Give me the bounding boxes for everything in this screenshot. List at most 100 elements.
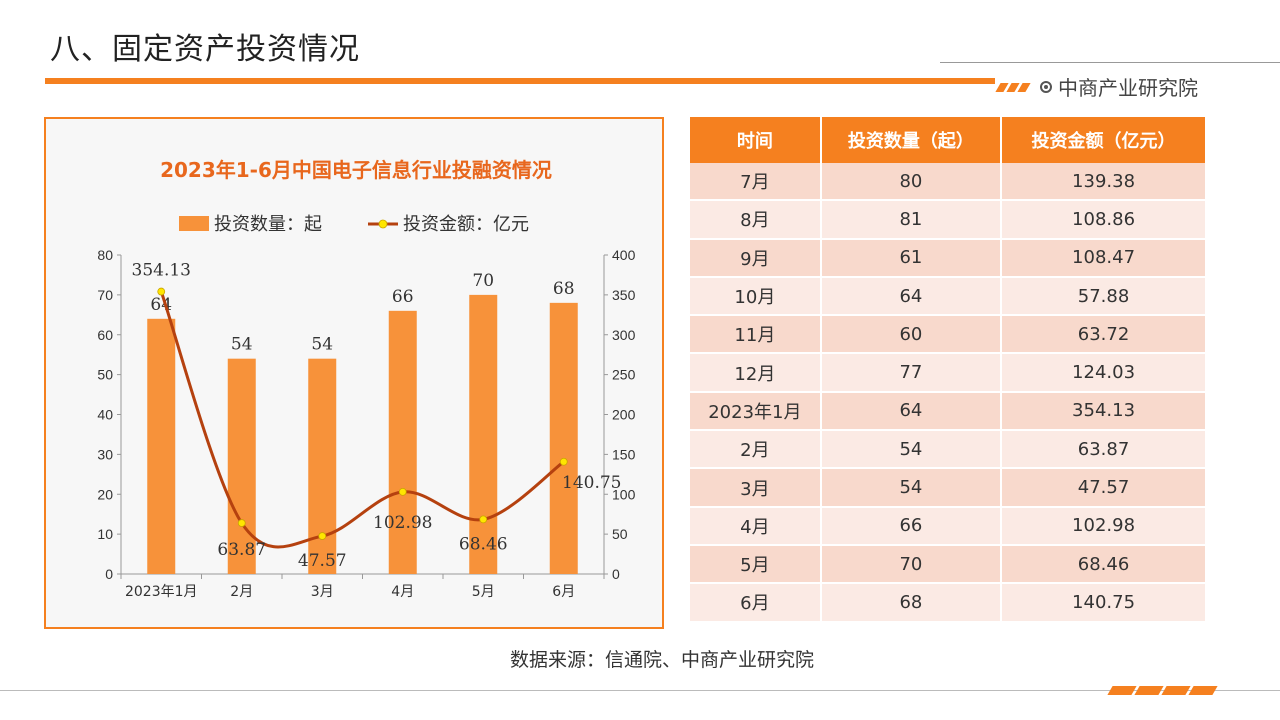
table-row: 10月 64 57.88 xyxy=(690,276,1205,317)
table-cell: 68.46 xyxy=(1001,544,1205,585)
table-row: 12月 77 124.03 xyxy=(690,353,1205,393)
table-cell: 139.38 xyxy=(1001,163,1205,202)
title-stripes xyxy=(995,77,1031,96)
target-circle-icon xyxy=(1040,80,1052,93)
brand: 中商产业研究院 xyxy=(1040,72,1198,101)
table-header: 投资数量（起） xyxy=(820,117,1003,163)
table-cell: 8月 xyxy=(690,200,822,240)
title-rule-thin xyxy=(940,62,1280,63)
line-marker xyxy=(398,487,407,496)
table-cell: 3月 xyxy=(690,468,822,508)
chart-panel: 2023年1-6月中国电子信息行业投融资情况投资数量：起 投资金额：亿元 0 10 20… xyxy=(44,117,664,629)
line-marker xyxy=(318,532,327,540)
y-left-tick-label: 70 xyxy=(97,287,113,303)
table-row: 9月 61 108.47 xyxy=(690,238,1205,278)
y-left-tick-label: 40 xyxy=(97,407,113,423)
bar xyxy=(308,358,337,574)
legend-bar-swatch xyxy=(179,216,209,231)
x-tick-label: 3月 xyxy=(311,584,334,600)
bar-data-label: 54 xyxy=(231,335,253,355)
table-row: 6月 68 140.75 xyxy=(690,583,1205,623)
x-tick-label: 2023年1月 xyxy=(125,584,198,600)
table-cell: 57.88 xyxy=(1001,276,1205,317)
table-row: 3月 54 47.57 xyxy=(690,468,1205,508)
table-cell: 64 xyxy=(820,276,1003,317)
table-cell: 4月 xyxy=(690,506,822,546)
table-cell: 63.87 xyxy=(1001,430,1205,470)
title-rule xyxy=(45,78,995,84)
line-marker xyxy=(559,457,568,466)
line-series xyxy=(159,291,565,549)
bar xyxy=(549,302,578,574)
table-header-row: 时间 投资数量（起） 投资金额（亿元） xyxy=(690,117,1205,163)
data-table: 时间 投资数量（起） 投资金额（亿元） 7月 80 139.38 8月 81 108.86… xyxy=(690,117,1205,623)
table-cell: 81 xyxy=(820,200,1003,240)
table-cell: 108.86 xyxy=(1001,200,1205,240)
table-header: 时间 xyxy=(690,117,822,163)
line-marker xyxy=(157,287,166,296)
line-marker xyxy=(237,519,246,527)
y-left-tick-label: 20 xyxy=(97,486,113,502)
table-row: 2月 54 63.87 xyxy=(690,430,1205,470)
bar-data-label: 66 xyxy=(392,287,414,307)
table-cell: 68 xyxy=(820,583,1003,623)
bar xyxy=(147,318,176,574)
table-cell: 11月 xyxy=(690,315,822,355)
table-cell: 54 xyxy=(820,430,1003,470)
table-cell: 7月 xyxy=(690,163,822,202)
y-right-tick-label: 150 xyxy=(612,446,636,462)
line-data-label: 47.57 xyxy=(298,551,347,571)
y-left-tick-label: 50 xyxy=(97,367,113,383)
table-cell: 140.75 xyxy=(1001,583,1205,623)
table-cell: 12月 xyxy=(690,353,822,393)
y-left-tick-label: 10 xyxy=(97,526,113,542)
line-data-label: 68.46 xyxy=(459,534,508,554)
y-right-tick-label: 0 xyxy=(612,566,620,582)
y-right-tick-label: 250 xyxy=(612,367,636,383)
bar-data-label: 68 xyxy=(553,279,575,299)
table-cell: 54 xyxy=(820,468,1003,508)
table-cell: 63.72 xyxy=(1001,315,1205,355)
legend-bar-label: 投资数量：起 xyxy=(214,214,322,235)
table-cell: 2023年1月 xyxy=(690,391,822,432)
bar-data-label: 54 xyxy=(311,335,333,355)
y-right-tick-label: 300 xyxy=(612,327,636,343)
bar-data-label: 70 xyxy=(472,271,494,291)
brand-name: 中商产业研究院 xyxy=(1058,76,1198,100)
table-cell: 108.47 xyxy=(1001,238,1205,278)
y-left-tick-label: 30 xyxy=(97,446,113,462)
y-left-tick-label: 60 xyxy=(97,327,113,343)
line-marker xyxy=(479,515,488,524)
table-row: 7月 80 139.38 xyxy=(690,163,1205,202)
x-tick-label: 4月 xyxy=(391,584,414,600)
legend-line-marker xyxy=(378,219,388,229)
bar xyxy=(469,294,498,574)
table-cell: 2月 xyxy=(690,430,822,470)
table-row: 8月 81 108.86 xyxy=(690,200,1205,240)
table-cell: 5月 xyxy=(690,544,822,585)
line-data-label: 63.87 xyxy=(217,540,266,560)
chart-title: 2023年1-6月中国电子信息行业投融资情况 xyxy=(160,158,552,182)
table-cell: 124.03 xyxy=(1001,353,1205,393)
table-cell: 47.57 xyxy=(1001,468,1205,508)
bar xyxy=(227,358,256,574)
legend-line-label: 投资金额：亿元 xyxy=(403,214,529,235)
table-cell: 60 xyxy=(820,315,1003,355)
table-cell: 10月 xyxy=(690,276,822,317)
x-tick-label: 2月 xyxy=(230,584,253,600)
bar xyxy=(388,310,417,574)
table-cell: 64 xyxy=(820,391,1003,432)
table-cell: 77 xyxy=(820,353,1003,393)
line-data-label: 140.75 xyxy=(562,473,621,493)
table-cell: 9月 xyxy=(690,238,822,278)
table-header: 投资金额（亿元） xyxy=(1001,117,1205,163)
y-left-tick-label: 80 xyxy=(97,247,113,263)
table-row: 5月 70 68.46 xyxy=(690,544,1205,585)
x-tick-label: 5月 xyxy=(472,584,495,600)
line-data-label: 354.13 xyxy=(132,261,191,281)
x-tick-label: 6月 xyxy=(552,584,575,600)
footer-rule xyxy=(0,690,1280,691)
footer-stripes xyxy=(1107,680,1218,699)
table-row: 11月 60 63.72 xyxy=(690,315,1205,355)
